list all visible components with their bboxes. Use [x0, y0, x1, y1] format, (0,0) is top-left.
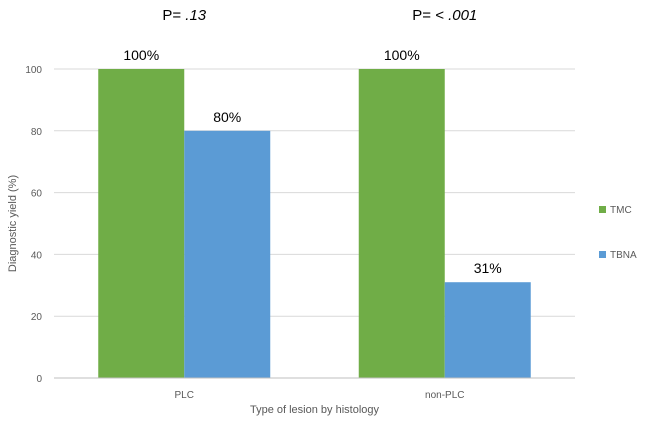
x-axis-title: Type of lesion by histology	[250, 404, 380, 416]
p-value-annotations: P= .13 P= < .001	[162, 7, 477, 24]
y-axis-title: Diagnostic yield (%)	[7, 175, 19, 272]
data-label-tbna-non-plc: 31%	[474, 260, 502, 276]
data-label-tmc-plc: 100%	[123, 47, 159, 63]
x-axis-categories: PLC non-PLC	[175, 390, 465, 401]
legend-label-tbna: TBNA	[610, 250, 637, 261]
y-tick-label: 40	[31, 250, 43, 261]
p-value-label: P= < .001	[412, 7, 477, 24]
y-tick-label: 100	[25, 65, 42, 76]
legend: TMC TBNA	[599, 205, 637, 261]
bars	[98, 69, 531, 378]
bar-tmc-plc	[98, 69, 185, 378]
legend-label-tmc: TMC	[610, 205, 632, 216]
category-label: PLC	[175, 390, 194, 401]
y-tick-label: 0	[36, 374, 42, 385]
bar-tmc-non-plc	[358, 69, 445, 378]
p-value-label: P= .13	[162, 7, 206, 24]
bar-tbna-non-plc	[444, 282, 531, 378]
bar-tbna-plc	[184, 130, 271, 378]
legend-swatch-tmc	[599, 206, 606, 213]
data-label-tmc-non-plc: 100%	[384, 47, 420, 63]
y-tick-label: 20	[31, 312, 43, 323]
data-label-tbna-plc: 80%	[213, 109, 241, 125]
y-tick-label: 60	[31, 189, 43, 200]
data-labels: 100% 80% 100% 31%	[123, 47, 501, 276]
legend-swatch-tbna	[599, 251, 606, 258]
y-tick-label: 80	[31, 127, 43, 138]
category-label: non-PLC	[425, 390, 464, 401]
y-axis-ticks: 0 20 40 60 80 100	[25, 65, 42, 385]
